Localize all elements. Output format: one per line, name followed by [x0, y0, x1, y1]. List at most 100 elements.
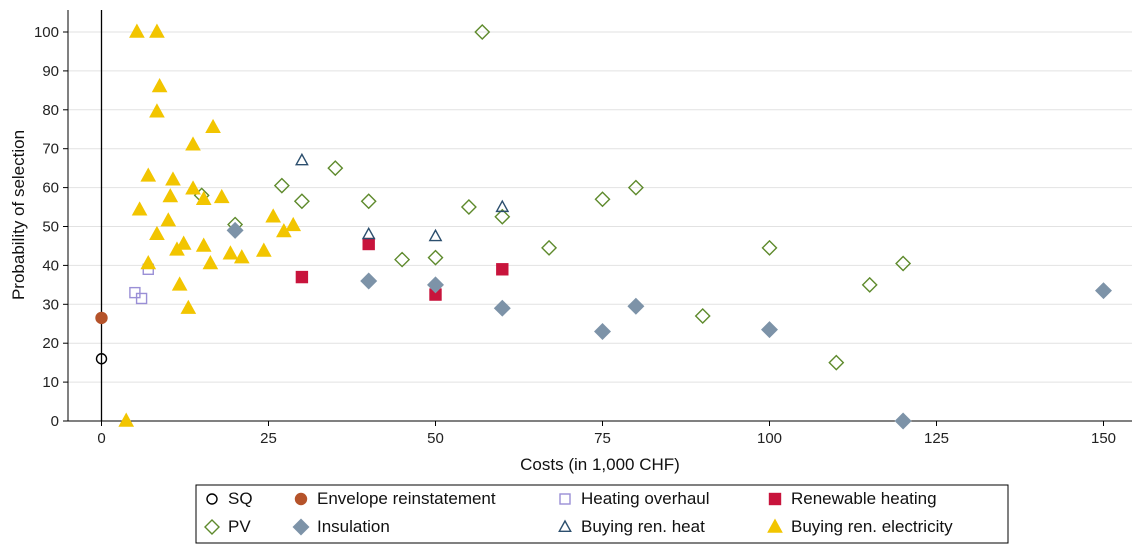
legend-item-renewable-heating: Renewable heating — [768, 489, 937, 508]
point-buying-ren-electricity-11 — [185, 180, 201, 195]
point-buying-ren-electricity-23 — [233, 249, 250, 264]
legend-label-renewable-heating: Renewable heating — [791, 489, 937, 508]
point-pv-5 — [360, 193, 377, 210]
point-insulation-8 — [1095, 282, 1112, 300]
series-pv — [193, 24, 912, 371]
series-heating-overhaul — [129, 263, 154, 305]
x-tick-label-100: 100 — [757, 430, 782, 447]
data-points — [95, 23, 1112, 430]
legend-box — [195, 484, 1009, 544]
y-tick-label-50: 50 — [42, 219, 59, 236]
legend-item-insulation: Insulation — [292, 517, 390, 536]
point-insulation-2 — [427, 276, 444, 294]
y-tick-label-40: 40 — [42, 257, 59, 274]
series-buying-ren-heat — [295, 152, 510, 242]
point-pv-10 — [494, 208, 511, 225]
point-buying-ren-electricity-22 — [222, 245, 239, 260]
point-buying-ren-electricity-2 — [149, 23, 165, 38]
point-buying-ren-heat-2 — [428, 228, 443, 242]
point-pv-8 — [460, 199, 477, 216]
legend-item-heating-overhaul: Heating overhaul — [559, 489, 710, 508]
point-buying-ren-electricity-17 — [285, 216, 302, 232]
x-tick-label-0: 0 — [97, 430, 105, 447]
series-insulation — [226, 221, 1112, 430]
legend: SQ Envelope reinstatement Heating overhaul… — [195, 484, 1009, 544]
point-pv-7 — [427, 249, 444, 266]
legend-item-sq: SQ — [206, 489, 253, 508]
point-insulation-6 — [761, 321, 778, 339]
point-buying-ren-heat-0 — [295, 152, 309, 166]
y-tick-label-30: 30 — [42, 296, 59, 313]
point-insulation-4 — [594, 323, 611, 341]
series-envelope-reinstatement — [95, 311, 108, 325]
point-buying-ren-electricity-25 — [140, 255, 157, 270]
point-buying-ren-electricity-20 — [195, 237, 212, 252]
point-insulation-1 — [360, 272, 378, 290]
point-pv-16 — [828, 354, 845, 371]
x-tick-label-25: 25 — [260, 430, 277, 447]
point-buying-ren-heat-3 — [495, 199, 510, 213]
point-buying-ren-electricity-8 — [165, 171, 181, 186]
point-insulation-3 — [493, 299, 511, 317]
point-buying-ren-electricity-6 — [185, 136, 201, 151]
point-insulation-7 — [894, 412, 912, 430]
point-insulation-5 — [627, 297, 645, 315]
legend-item-envelope-reinstatement: Envelope reinstatement — [294, 489, 496, 508]
y-tick-label-70: 70 — [42, 141, 59, 158]
point-envelope-reinstatement-0 — [95, 311, 108, 325]
legend-label-pv: PV — [228, 517, 251, 536]
legend-marker-insulation — [292, 518, 310, 536]
point-buying-ren-electricity-15 — [149, 225, 165, 241]
point-buying-ren-electricity-0 — [118, 412, 135, 427]
legend-marker-renewable-heating — [768, 492, 782, 506]
point-sq-0 — [95, 353, 108, 365]
point-buying-ren-electricity-14 — [160, 212, 177, 227]
point-pv-12 — [594, 191, 611, 208]
legend-item-buying-ren-heat: Buying ren. heat — [558, 517, 705, 536]
legend-label-insulation: Insulation — [317, 517, 390, 536]
point-buying-ren-electricity-1 — [129, 23, 145, 38]
y-tick-label-10: 10 — [42, 374, 59, 391]
point-buying-ren-electricity-4 — [149, 103, 165, 118]
point-buying-ren-electricity-19 — [175, 235, 192, 250]
point-buying-ren-electricity-26 — [202, 255, 219, 270]
legend-item-buying-ren-electricity: Buying ren. electricity — [767, 517, 953, 536]
point-insulation-0 — [226, 221, 244, 239]
point-pv-9 — [474, 24, 491, 40]
point-renewable-heating-1 — [362, 237, 375, 251]
tick-labels: 0 10 20 30 40 50 60 70 80 90 100 0 25 50 75 100 125 150 — [34, 24, 1116, 447]
series-renewable-heating — [295, 237, 509, 301]
series-sq — [95, 353, 108, 365]
point-pv-3 — [293, 193, 310, 210]
legend-marker-envelope-reinstatement — [294, 492, 308, 506]
point-pv-15 — [761, 239, 778, 256]
point-pv-13 — [627, 179, 644, 196]
legend-label-sq: SQ — [228, 489, 253, 508]
y-tick-label-0: 0 — [51, 413, 59, 430]
x-tick-label-75: 75 — [594, 430, 611, 447]
legend-marker-buying-ren-heat — [558, 519, 572, 533]
grid-lines — [68, 31, 1132, 422]
legend-label-buying-ren-electricity: Buying ren. electricity — [791, 517, 953, 536]
point-buying-ren-electricity-16 — [265, 208, 282, 223]
point-buying-ren-electricity-5 — [205, 118, 221, 134]
legend-item-pv: PV — [204, 517, 251, 536]
point-buying-ren-electricity-10 — [162, 188, 179, 203]
x-axis-title: Costs (in 1,000 CHF) — [520, 455, 680, 474]
y-tick-label-60: 60 — [42, 180, 59, 197]
point-buying-ren-electricity-27 — [171, 276, 188, 291]
point-buying-ren-electricity-13 — [213, 188, 230, 204]
point-buying-ren-electricity-24 — [255, 242, 272, 257]
point-buying-ren-electricity-7 — [140, 167, 157, 182]
point-buying-ren-heat-1 — [361, 226, 376, 240]
point-pv-6 — [394, 251, 411, 268]
point-pv-18 — [895, 255, 912, 272]
legend-marker-pv — [204, 519, 220, 535]
x-tick-label-150: 150 — [1091, 430, 1116, 447]
point-pv-17 — [861, 276, 878, 293]
point-pv-11 — [541, 239, 558, 256]
legend-label-envelope-reinstatement: Envelope reinstatement — [317, 489, 496, 508]
point-buying-ren-electricity-12 — [195, 190, 212, 206]
legend-marker-buying-ren-electricity — [767, 518, 783, 533]
